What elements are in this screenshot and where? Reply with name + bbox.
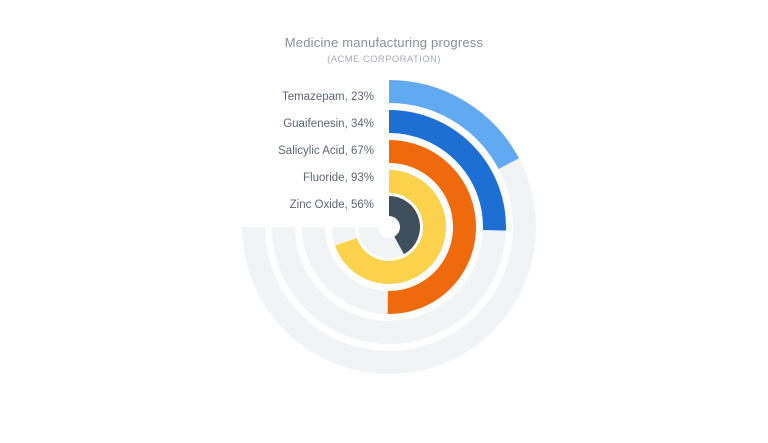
chart-subtitle: (ACME CORPORATION) (327, 54, 441, 65)
ring-value-temazepam[interactable] (388, 80, 519, 170)
center-hub (378, 216, 400, 238)
ring-value-zinc-oxide[interactable] (388, 196, 420, 255)
ring-label-zinc-oxide: Zinc Oxide, 56% (290, 199, 374, 211)
ring-label-guaifenesin: Guaifenesin, 34% (283, 118, 374, 130)
ring-value-salicylic-acid[interactable] (387, 140, 476, 314)
ring-label-fluoride: Fluoride, 93% (303, 172, 374, 184)
ring-value-arcs (335, 80, 519, 314)
ring-label-temazepam: Temazepam, 23% (282, 91, 374, 103)
ring-value-fluoride[interactable] (335, 170, 446, 284)
ring-label-salicylic-acid: Salicylic Acid, 67% (278, 145, 374, 157)
ring-labels: Temazepam, 23% Guaifenesin, 34% Salicylic … (278, 91, 374, 211)
chart-title: Medicine manufacturing progress (285, 35, 484, 50)
ring-value-guaifenesin[interactable] (388, 110, 506, 231)
